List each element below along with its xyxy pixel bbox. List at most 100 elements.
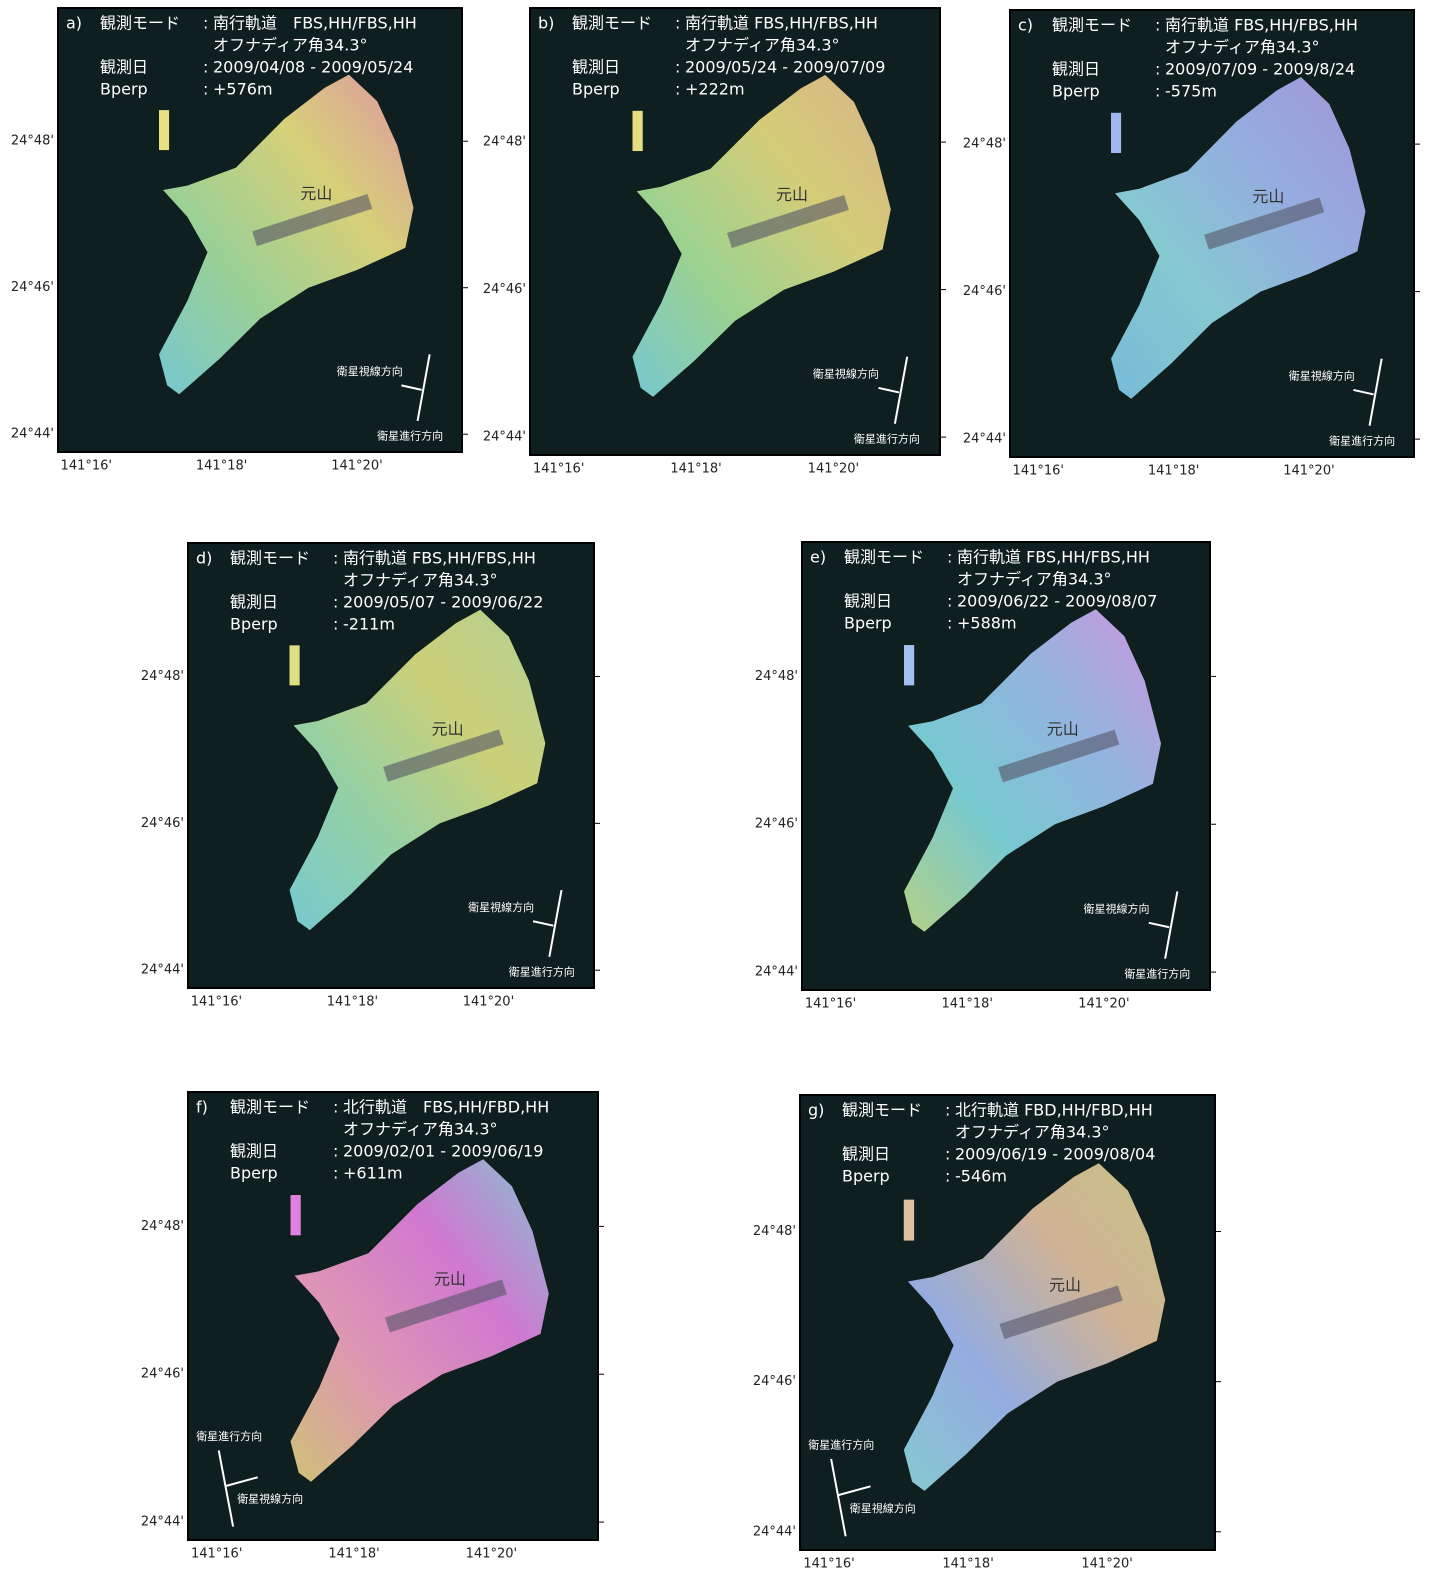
lat-tick-label: 24°44' [11, 427, 54, 442]
field-label: Bperp [572, 80, 620, 99]
look-arrow [532, 920, 554, 927]
field-value: オフナディア角34.3° [1165, 38, 1320, 57]
field-label: Bperp [230, 615, 278, 634]
separator: : [945, 1145, 950, 1164]
field-label: 観測日 [1052, 60, 1100, 79]
field-value: +576m [213, 80, 273, 99]
runway [999, 1285, 1123, 1340]
look-label: 衛星視線方向 [850, 1501, 916, 1515]
look-arrow [878, 386, 900, 394]
separator: : [947, 548, 952, 567]
field-label: 観測日 [230, 1142, 278, 1161]
islet [1111, 112, 1122, 154]
separator: : [1155, 16, 1160, 35]
field-value: -211m [343, 615, 395, 634]
lat-tick-label: 24°46' [11, 280, 54, 295]
separator: : [333, 593, 338, 612]
look-arrow [1353, 388, 1374, 396]
field-label: 観測日 [572, 58, 620, 77]
lon-tick-label: 141°16' [1013, 464, 1064, 479]
panel-label: a) [66, 14, 82, 33]
look-label: 衛星視線方向 [468, 900, 534, 914]
panel: 元山 f) 観測モード: 北行軌道 FBS,HH/FBD,HH オフナディア角34.3°… [141, 1091, 604, 1562]
field-label: 観測日 [100, 58, 148, 77]
panel: 元山 c) 観測モード: 南行軌道 FBS,HH/FBS,HH オフナディア角34.3°… [963, 9, 1420, 479]
separator: : [1155, 82, 1160, 101]
lat-tick-label: 24°44' [755, 965, 798, 980]
field-value: +611m [343, 1164, 403, 1183]
separator: : [333, 1142, 338, 1161]
look-label: 衛星視線方向 [1084, 901, 1150, 915]
lon-tick-label: 141°18' [670, 462, 721, 477]
lon-tick-label: 141°20' [808, 462, 859, 477]
field-value: 南行軌道 FBS,HH/FBS,HH [957, 548, 1150, 567]
flight-arrow [548, 889, 563, 958]
flight-label: 衛星進行方向 [808, 1437, 874, 1451]
lat-tick-label: 24°48' [963, 137, 1006, 152]
field-value: 北行軌道 FBD,HH/FBD,HH [955, 1101, 1153, 1120]
separator: : [203, 58, 208, 77]
panel-label: f) [196, 1098, 208, 1117]
lon-tick-label: 141°20' [466, 1547, 517, 1562]
lat-tick-label: 24°46' [483, 282, 526, 297]
field-label: 観測モード [230, 1098, 310, 1117]
panel-label: g) [808, 1101, 824, 1120]
place-label: 元山 [432, 719, 464, 738]
place-label: 元山 [300, 184, 332, 203]
lon-tick-label: 141°18' [327, 995, 378, 1010]
separator: : [333, 1164, 338, 1183]
lat-tick-label: 24°48' [753, 1224, 796, 1239]
field-label: 観測モード [230, 549, 310, 568]
panel-label: e) [810, 548, 826, 567]
field-label: 観測モード [1052, 16, 1132, 35]
flight-label: 衛星進行方向 [377, 428, 443, 442]
field-value: オフナディア角34.3° [343, 1120, 498, 1139]
lon-tick-label: 141°20' [1081, 1557, 1132, 1572]
lon-tick-label: 141°18' [1148, 464, 1199, 479]
lat-tick-label: 24°46' [141, 816, 184, 831]
lon-tick-label: 141°20' [1283, 464, 1334, 479]
lat-tick-label: 24°48' [141, 1219, 184, 1234]
look-label: 衛星視線方向 [1289, 369, 1355, 383]
field-value: 2009/05/07 - 2009/06/22 [343, 593, 543, 612]
field-value: 2009/04/08 - 2009/05/24 [213, 58, 413, 77]
runway [727, 195, 849, 248]
look-label: 衛星視線方向 [813, 367, 879, 381]
lat-tick-label: 24°48' [483, 135, 526, 150]
runway [1204, 197, 1325, 250]
lon-tick-label: 141°16' [61, 459, 112, 474]
islet [903, 1199, 915, 1241]
flight-label: 衛星進行方向 [509, 964, 575, 978]
separator: : [1155, 60, 1160, 79]
flight-arrow [217, 1450, 235, 1527]
field-value: 2009/05/24 - 2009/07/09 [685, 58, 885, 77]
field-value: オフナディア角34.3° [213, 36, 368, 55]
flight-arrow [1368, 358, 1383, 426]
lat-tick-label: 24°44' [483, 430, 526, 445]
field-label: Bperp [1052, 82, 1100, 101]
lon-tick-label: 141°18' [942, 997, 993, 1012]
lon-tick-label: 141°16' [803, 1557, 854, 1572]
look-label: 衛星視線方向 [237, 1492, 303, 1506]
runway [383, 729, 504, 782]
lon-tick-label: 141°20' [331, 459, 382, 474]
place-label: 元山 [1049, 1276, 1081, 1295]
lon-tick-label: 141°18' [942, 1557, 993, 1572]
field-label: Bperp [100, 80, 148, 99]
field-label: 観測モード [842, 1101, 922, 1120]
lon-tick-label: 141°16' [533, 462, 584, 477]
lat-tick-label: 24°46' [753, 1374, 796, 1389]
flight-arrow [893, 356, 909, 424]
separator: : [203, 80, 208, 99]
lat-tick-label: 24°48' [11, 134, 54, 149]
lon-tick-label: 141°20' [463, 995, 514, 1010]
lat-tick-label: 24°48' [755, 669, 798, 684]
separator: : [333, 549, 338, 568]
lat-tick-label: 24°44' [141, 1515, 184, 1530]
field-value: 南行軌道 FBS,HH/FBS,HH [685, 14, 878, 33]
panel: 元山 a) 観測モード: 南行軌道 FBS,HH/FBS,HH オフナディア角34.3°… [11, 7, 468, 474]
field-value: 北行軌道 FBS,HH/FBD,HH [343, 1098, 549, 1117]
field-value: 2009/06/22 - 2009/08/07 [957, 592, 1157, 611]
separator: : [203, 14, 208, 33]
